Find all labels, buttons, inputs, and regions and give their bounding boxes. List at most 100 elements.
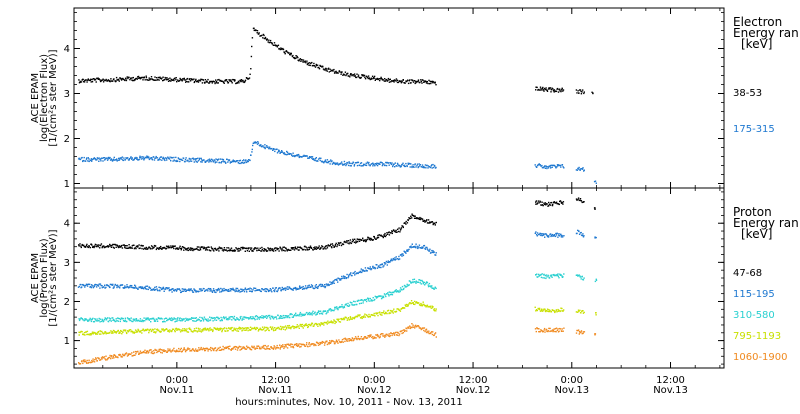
data-point-115-195 [277, 289, 279, 291]
data-point-47-68 [189, 247, 192, 249]
data-point-47-68 [122, 244, 124, 246]
data-point-115-195 [170, 288, 173, 291]
data-point-115-195 [389, 261, 391, 263]
data-point-175-315 [175, 160, 178, 163]
data-point-795-1193 [310, 324, 312, 327]
data-point-795-1193 [217, 328, 219, 330]
data-point-310-580 [156, 320, 159, 322]
data-point-795-1193 [252, 327, 254, 329]
data-point-310-580 [541, 273, 543, 275]
data-point-175-315 [158, 158, 160, 161]
data-point-47-68 [181, 246, 184, 248]
data-point-38-53 [401, 81, 403, 83]
data-point-310-580 [419, 282, 421, 284]
data-point-115-195 [220, 287, 222, 290]
data-point-38-53 [555, 90, 558, 92]
data-point-1060-1900 [284, 344, 286, 346]
data-point-115-195 [145, 285, 147, 287]
data-point-115-195 [287, 288, 290, 290]
data-point-47-68 [312, 249, 314, 251]
data-point-175-315 [294, 155, 296, 158]
data-point-38-53 [241, 80, 243, 82]
data-point-795-1193 [246, 327, 249, 329]
data-point-115-195 [263, 288, 266, 290]
data-point-310-580 [540, 273, 542, 276]
data-point-38-53 [332, 70, 334, 72]
data-point-115-195 [557, 236, 559, 238]
y-axis-label: [1/(cm²s ster MeV)] [48, 49, 59, 146]
data-point-1060-1900 [236, 346, 238, 348]
data-point-115-195 [240, 288, 242, 290]
data-point-38-53 [265, 38, 268, 40]
data-point-1060-1900 [389, 334, 391, 337]
x-tick-date-label: Nov.12 [357, 385, 392, 396]
data-point-38-53 [223, 82, 225, 84]
data-point-175-315 [100, 160, 102, 162]
data-point-795-1193 [204, 328, 207, 330]
legend-title: Proton [733, 205, 772, 219]
x-tick-date-label: Nov.12 [456, 385, 491, 396]
data-point-795-1193 [112, 329, 115, 332]
data-point-115-195 [282, 288, 284, 291]
data-point-47-68 [363, 240, 365, 242]
data-point-38-53 [203, 81, 206, 84]
data-point-310-580 [195, 317, 197, 319]
data-point-115-195 [543, 233, 545, 235]
data-point-310-580 [336, 308, 338, 310]
data-point-47-68 [213, 250, 215, 252]
data-point-175-315 [113, 159, 116, 161]
data-point-1060-1900 [102, 356, 105, 359]
data-point-795-1193 [240, 327, 242, 329]
data-point-38-53 [205, 81, 207, 83]
data-point-38-53 [425, 82, 428, 84]
data-point-795-1193 [412, 302, 414, 304]
data-point-175-315 [188, 160, 190, 163]
data-point-115-195 [130, 284, 132, 287]
data-point-795-1193 [288, 327, 290, 329]
data-point-38-53 [366, 76, 369, 79]
data-point-310-580 [406, 285, 409, 287]
data-point-795-1193 [373, 314, 375, 317]
data-point-175-315 [197, 157, 199, 159]
data-point-795-1193 [174, 330, 176, 333]
data-point-1060-1900 [141, 352, 143, 354]
data-point-115-195 [181, 288, 183, 290]
data-point-38-53 [114, 80, 116, 82]
data-point-47-68 [551, 204, 554, 207]
data-point-1060-1900 [186, 349, 188, 351]
data-point-795-1193 [250, 329, 252, 331]
data-point-115-195 [147, 288, 149, 291]
data-point-38-53 [428, 83, 431, 85]
data-point-115-195 [407, 249, 409, 251]
data-point-310-580 [173, 317, 175, 319]
data-point-38-53 [390, 81, 392, 83]
data-point-38-53 [276, 46, 279, 48]
data-point-1060-1900 [227, 345, 229, 348]
data-point-38-53 [312, 64, 314, 67]
data-point-795-1193 [406, 305, 408, 307]
data-point-38-53 [162, 76, 164, 78]
data-point-175-315 [583, 169, 585, 171]
data-point-115-195 [254, 290, 256, 292]
data-point-115-195 [142, 288, 145, 290]
data-point-310-580 [179, 317, 181, 319]
data-point-175-315 [130, 156, 132, 158]
data-point-795-1193 [310, 323, 313, 325]
data-point-175-315 [88, 160, 90, 163]
data-point-175-315 [331, 160, 333, 162]
data-point-310-580 [370, 300, 372, 302]
data-point-175-315 [159, 159, 161, 161]
data-point-310-580 [316, 313, 318, 315]
data-point-47-68 [141, 245, 144, 247]
data-point-795-1193 [83, 333, 85, 336]
data-point-310-580 [139, 318, 142, 320]
data-point-175-315 [222, 158, 225, 161]
data-point-38-53 [415, 80, 417, 82]
data-point-38-53 [127, 77, 129, 80]
data-point-1060-1900 [108, 356, 111, 359]
data-point-310-580 [402, 288, 405, 291]
data-point-115-195 [548, 235, 550, 237]
data-point-38-53 [251, 37, 254, 39]
data-point-175-315 [350, 165, 352, 167]
data-point-795-1193 [271, 326, 274, 328]
